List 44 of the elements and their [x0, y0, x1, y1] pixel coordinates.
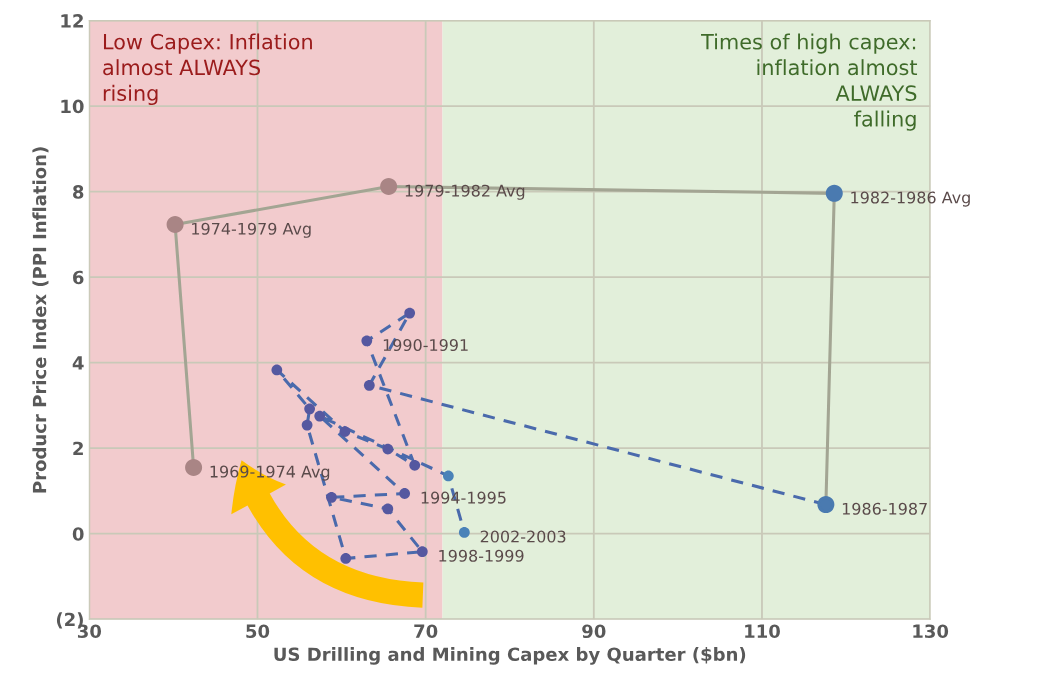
point: [271, 364, 283, 376]
point: [458, 527, 470, 538]
point: [185, 458, 203, 476]
point: [416, 546, 428, 558]
annotation: 1998-1999: [439, 549, 524, 562]
point: [380, 178, 398, 196]
point: [382, 443, 394, 455]
point: [314, 410, 326, 422]
x-tick-label: 70: [414, 624, 438, 639]
point: [166, 216, 184, 234]
y-tick-label: 6: [73, 270, 84, 285]
y-axis-title: Producr Price Index (PPI Inflation): [32, 147, 49, 493]
point: [304, 403, 315, 415]
point: [340, 553, 352, 564]
y-tick-label: 12: [61, 14, 83, 28]
annotation: 2002-2003: [480, 530, 566, 543]
point: [382, 503, 394, 515]
x-axis-title: US Drilling and Mining Capex by Quarter ($bn): [274, 647, 746, 665]
x-tick-label: 50: [246, 624, 270, 639]
point: [363, 379, 375, 391]
point: [339, 426, 351, 437]
point: [326, 491, 337, 503]
point: [404, 307, 416, 319]
y-tick-label: 8: [73, 185, 84, 199]
point: [399, 488, 411, 499]
y-tick-label: 0: [72, 527, 84, 541]
annotation: 1982-1986 Avg: [851, 191, 970, 207]
annotation: 1979-1982 Avg: [405, 184, 525, 200]
point: [301, 419, 313, 431]
x-tick-label: 130: [913, 624, 949, 639]
y-tick-label: 4: [72, 356, 84, 370]
x-tick-label: 110: [745, 624, 780, 639]
point: [409, 459, 421, 471]
y-tick-label: 2: [73, 441, 83, 456]
annotation: 1974-1979 Avg: [192, 222, 311, 238]
band-label: Times of high capex: inflation almost ALWAYS falling: [701, 33, 918, 131]
y-tick-label: 10: [61, 99, 84, 114]
annotation: 1994-1995: [421, 491, 506, 504]
point: [825, 184, 843, 202]
point: [442, 470, 454, 482]
x-tick-label: 90: [582, 624, 606, 639]
point: [361, 335, 373, 347]
band-label: Low Capex: Inflation almost ALWAYS rising: [103, 33, 312, 106]
annotation: 1986-1987: [842, 502, 927, 515]
